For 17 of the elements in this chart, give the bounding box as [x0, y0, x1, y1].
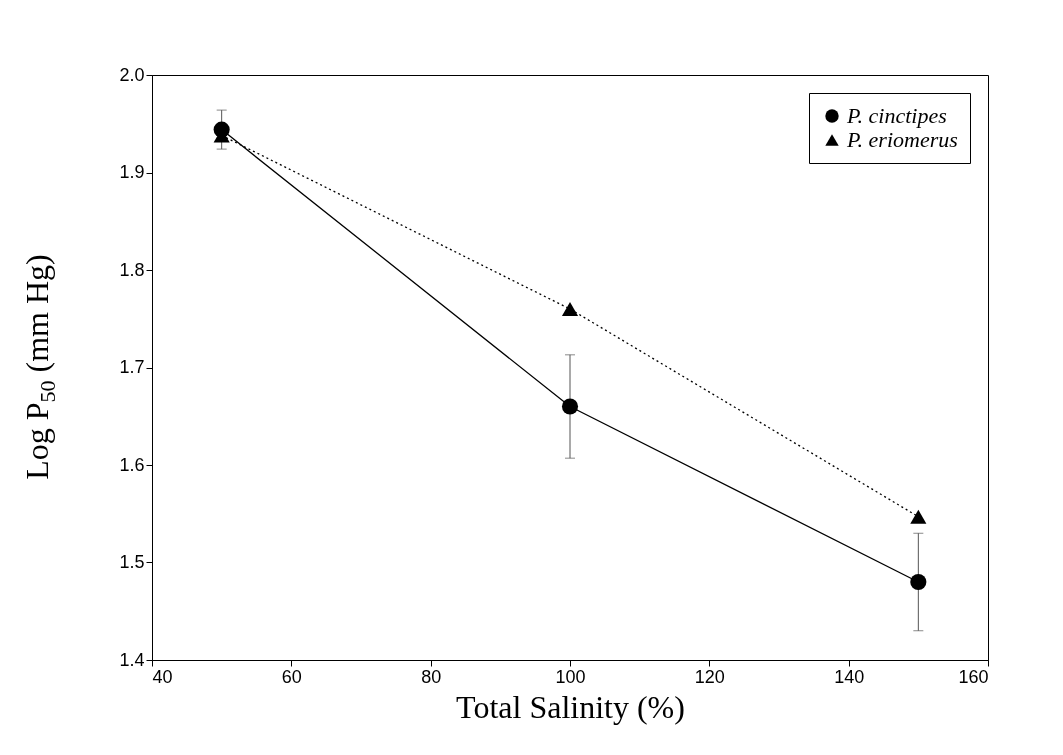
x-axis-title: Total Salinity (%) — [456, 688, 685, 725]
y-tick-label: 1.8 — [119, 259, 145, 280]
x-tick-label: 80 — [421, 666, 442, 687]
y-tick-label: 1.7 — [119, 357, 145, 377]
x-tick-label: 120 — [694, 666, 725, 687]
x-tick-label: 140 — [834, 666, 865, 687]
x-tick-label: 100 — [555, 666, 586, 687]
y-tick-label: 1.5 — [119, 552, 145, 572]
y-tick-label: 1.6 — [119, 454, 145, 475]
x-tick-label: 40 — [152, 666, 173, 687]
x-tick-label: 160 — [958, 666, 989, 687]
x-tick-label: 60 — [281, 666, 302, 687]
legend-label: P. cinctipes — [846, 103, 947, 128]
legend-label: P. eriomerus — [846, 127, 958, 152]
y-tick-label: 2.0 — [119, 64, 145, 85]
y-tick-label: 1.4 — [119, 649, 145, 670]
y-tick-label: 1.9 — [119, 162, 145, 182]
